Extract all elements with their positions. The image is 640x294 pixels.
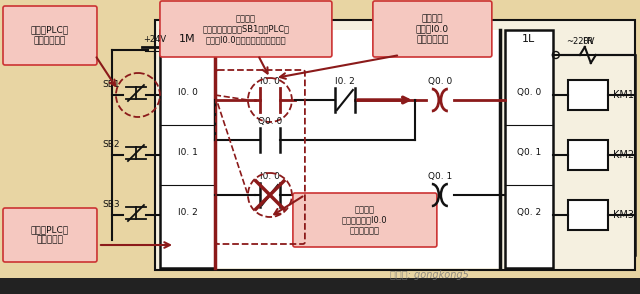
FancyBboxPatch shape [3, 208, 97, 262]
FancyBboxPatch shape [160, 1, 332, 57]
Text: KM3: KM3 [613, 210, 634, 220]
Text: KM1: KM1 [613, 90, 634, 100]
Text: 【说明】
同时，对应的I0.0
常闭触点断开: 【说明】 同时，对应的I0.0 常闭触点断开 [342, 205, 388, 235]
Bar [160, 30, 215, 268]
Bar [155, 20, 635, 270]
Text: Q0. 0: Q0. 0 [516, 88, 541, 97]
Text: I0. 1: I0. 1 [177, 148, 197, 157]
Text: Q0. 1: Q0. 1 [428, 172, 452, 181]
Bar [505, 30, 553, 268]
Text: I0. 0: I0. 0 [260, 172, 280, 181]
FancyBboxPatch shape [293, 193, 437, 247]
Bar [215, 30, 500, 268]
Text: Q0. 1: Q0. 1 [516, 148, 541, 157]
Bar [0, 278, 640, 294]
FancyBboxPatch shape [373, 1, 492, 57]
Text: KM2: KM2 [613, 150, 634, 160]
Text: SB2: SB2 [102, 140, 120, 149]
Text: Q0. 0: Q0. 0 [258, 117, 282, 126]
Text: I0. 2: I0. 2 [335, 77, 355, 86]
Bar [568, 80, 608, 110]
Text: 1M: 1M [179, 34, 196, 44]
FancyBboxPatch shape [3, 6, 97, 65]
Text: Q0. 2: Q0. 2 [516, 208, 541, 217]
Text: 1L: 1L [522, 34, 536, 44]
Text: 西门子PLC外
接的开关部件: 西门子PLC外 接的开关部件 [31, 26, 69, 45]
Text: 【说明】
按下外部开关按钮SB1，经PLC输
入端子I0.0后，输入一个驱动信号: 【说明】 按下外部开关按钮SB1，经PLC输 入端子I0.0后，输入一个驱动信号 [202, 14, 289, 44]
Text: SB1: SB1 [102, 80, 120, 89]
Text: I0. 0: I0. 0 [177, 88, 197, 97]
Text: 西门子PLC上
的输入接口: 西门子PLC上 的输入接口 [31, 225, 69, 245]
Text: I0. 0: I0. 0 [260, 77, 280, 86]
Bar [568, 140, 608, 170]
Text: FR: FR [582, 37, 593, 46]
Text: I0. 2: I0. 2 [177, 208, 197, 217]
Bar [568, 200, 608, 230]
Text: SB3: SB3 [102, 200, 120, 209]
Text: +24V: +24V [143, 35, 166, 44]
Text: 微信号: gongkong5: 微信号: gongkong5 [390, 270, 469, 280]
Text: 【说明】
对应的I0.0
常开触点闭合: 【说明】 对应的I0.0 常开触点闭合 [416, 14, 449, 44]
Text: ~220V: ~220V [566, 37, 595, 46]
Text: Q0. 0: Q0. 0 [428, 77, 452, 86]
